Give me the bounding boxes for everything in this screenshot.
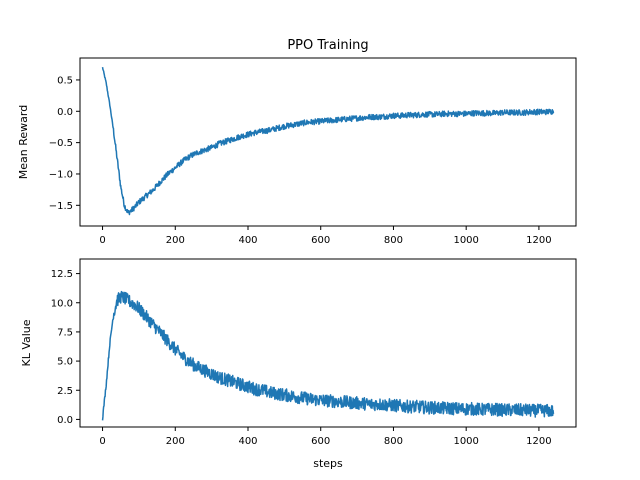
reward-x-tick-label: 800	[384, 235, 403, 246]
reward-x-tick-label: 200	[166, 235, 185, 246]
reward-plot: 0 200 400 600 800 1000 1200 −1.5 −1.0 −0.5 0.0 0.5	[49, 66, 555, 246]
reward-y-tick-label: −0.5	[49, 138, 73, 149]
kl-x-tick-label: 400	[238, 436, 257, 447]
reward-x-tick-label: 400	[238, 235, 257, 246]
chart-title: PPO Training	[287, 38, 368, 53]
kl-y-tick-label: 5.0	[57, 357, 73, 368]
kl-plot: 0 200 400 600 800 1000 1200 0.0 2.5 5.0 7.5 10.0 12.…	[51, 269, 555, 447]
kl-x-tick-label: 200	[166, 436, 185, 447]
reward-y-tick-label: −1.5	[49, 201, 73, 212]
kl-y-tick-label: 12.5	[51, 269, 73, 280]
reward-x-tick-label: 600	[311, 235, 330, 246]
reward-y-tick-label: 0.5	[57, 75, 73, 86]
reward-y-tick-label: −1.0	[49, 169, 73, 180]
kl-x-tick-label: 1000	[453, 436, 478, 447]
kl-y-tick-label: 0.0	[57, 415, 73, 426]
kl-x-tick-label: 600	[311, 436, 330, 447]
kl-plot-frame	[79, 258, 577, 428]
reward-y-axis-label: Mean Reward	[17, 105, 30, 179]
kl-y-axis-label: KL Value	[20, 319, 33, 366]
kl-y-tick-label: 10.0	[51, 298, 73, 309]
kl-x-tick-label: 800	[384, 436, 403, 447]
kl-x-tick-label: 0	[99, 436, 105, 447]
reward-x-tick-label: 1000	[453, 235, 478, 246]
kl-x-tick-label: 1200	[526, 436, 551, 447]
kl-series-line	[101, 290, 555, 421]
kl-x-axis-label: steps	[313, 457, 343, 470]
kl-y-tick-label: 2.5	[57, 386, 73, 397]
reward-plot-frame	[79, 57, 577, 227]
reward-series-line	[101, 66, 555, 216]
kl-y-tick-label: 7.5	[57, 327, 73, 338]
reward-x-tick-label: 0	[99, 235, 105, 246]
reward-x-tick-label: 1200	[526, 235, 551, 246]
reward-y-tick-label: 0.0	[57, 107, 73, 118]
